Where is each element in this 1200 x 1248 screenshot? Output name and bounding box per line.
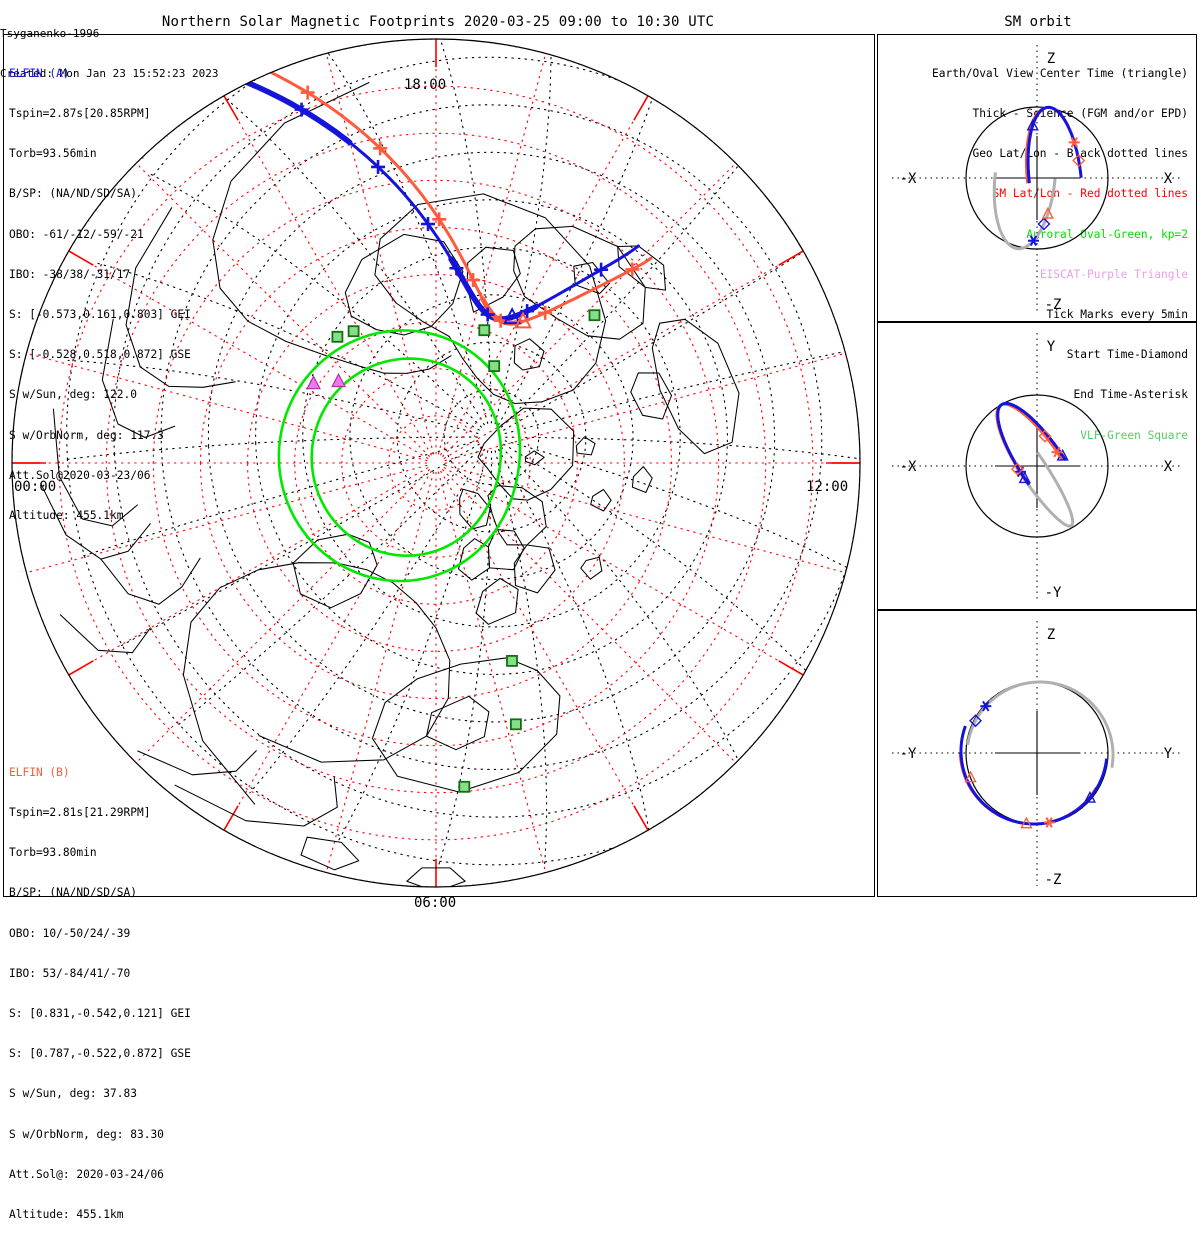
elfin-b-line: Torb=93.80min [9,846,97,860]
axis-label-left: -X [900,171,917,187]
axis-label-left: -X [900,459,917,475]
legend-item: Tick Marks every 5min [1046,308,1188,322]
page-title: Northern Solar Magnetic Footprints 2020-… [161,14,715,30]
model-name: Tsyganenko-1996 [0,26,100,40]
elfin-b-line: Att.Sol@: 2020-03-24/06 [9,1167,164,1181]
elfin-a-line: Altitude: 455.1km [9,509,124,523]
elfin-a-line: S w/OrbNorm, deg: 117.3 [9,428,164,442]
legend-item: Earth/Oval View Center Time (triangle) [932,66,1188,80]
elfin-b-line: IBO: 53/-84/41/-70 [9,966,131,980]
mlt-label-00: 00:00 [14,479,57,495]
sm-orbit-panel-xy: -X X Y -Y [877,322,1197,610]
elfin-a-line: B/SP: (NA/ND/SD/SA) [9,187,137,201]
legend-item: EISCAT-Purple Triangle [1039,267,1188,281]
elfin-a-line: OBO: -61/-12/-59/-21 [9,227,144,241]
elfin-a-title: ELFIN (A) [9,66,70,80]
mlt-label-12: 12:00 [806,479,849,495]
elfin-b-line: S: [0.831,-0.542,0.121] GEI [9,1007,191,1021]
mlt-label-18: 18:00 [404,77,447,93]
axis-label-bottom: -Z [1045,872,1062,888]
ground-site-layer [306,309,601,793]
elfin-b-line: S: [0.787,-0.522,0.872] GSE [9,1047,191,1061]
legend-item: SM Lat/Lon - Red dotted lines [992,187,1188,201]
polar-map-canvas [11,38,861,888]
credits-block: Tsyganenko-1996 Created: Mon Jan 23 15:5… [0,0,1200,107]
figure-root: Northern Solar Magnetic Footprints 2020-… [0,0,1200,1222]
elfin-a-line: S: [-0.528,0.518,0.872] GSE [9,348,191,362]
footprint-track-layer [125,66,653,329]
elfin-b-title: ELFIN (B) [9,765,70,779]
created-timestamp: Created: Mon Jan 23 15:52:23 2023 [0,67,219,81]
axis-label-top: Z [1047,51,1055,67]
elfin-a-line: Torb=93.56min [9,147,97,161]
sm-yz-canvas: -Y Y Z -Z [892,621,1182,888]
elfin-a-line: Tspin=2.87s[20.85RPM] [9,107,151,121]
axis-label-bottom: -Y [1045,585,1062,601]
elfin-b-line: OBO: 10/-50/24/-39 [9,926,131,940]
map-legend: Earth/Oval View Center Time (triangle) T… [932,40,1188,469]
sm-xz-canvas: -X X Z -Z [892,45,1182,313]
elfin-a-line: Att.Sol@2020-03-23/06 [9,468,151,482]
axis-label-right: X [1164,171,1173,187]
legend-item: Start Time-Diamond [1066,348,1188,362]
axis-label-right: X [1164,459,1173,475]
elfin-a-line: IBO: -38/38/-31/17 [9,267,131,281]
sm-orbit-panel-yz: -Y Y Z -Z [877,610,1197,897]
sm-orbit-panel-xz: -X X Z -Z [877,34,1197,322]
legend-item: VLF-Green Square [1080,428,1188,442]
legend-item: Auroral Oval-Green, kp=2 [1026,227,1188,241]
sm-xy-canvas: -X X Y -Y [892,333,1182,601]
axis-label-top: Y [1047,339,1056,355]
legend-item: End Time-Asterisk [1073,388,1188,402]
elfin-b-line: S w/OrbNorm, deg: 83.30 [9,1127,164,1141]
legend-item: Thick - Science (FGM and/or EPD) [972,107,1188,121]
sm-orbit-title: SM orbit [1004,14,1072,30]
axis-label-top: Z [1047,627,1055,643]
axis-label-right: Y [1164,746,1173,762]
elfin-b-line: Tspin=2.81s[21.29RPM] [9,806,151,820]
mlt-label-06: 06:00 [414,895,457,911]
elfin-a-line: S w/Sun, deg: 122.0 [9,388,137,402]
auroral-oval-layer [277,329,522,583]
elfin-b-line: S w/Sun, deg: 37.83 [9,1087,137,1101]
map-outer-boundary [11,38,861,888]
elfin-b-info: ELFIN (B) Tspin=2.81s[21.29RPM] Torb=93.… [9,739,191,1248]
elfin-b-line: B/SP: (NA/ND/SD/SA) [9,886,137,900]
elfin-a-line: S: [-0.573,0.161,0.803] GEI [9,308,191,322]
elfin-a-info: ELFIN (A) Tspin=2.87s[20.85RPM] Torb=93.… [9,40,191,549]
axis-label-bottom: -Z [1045,297,1062,313]
elfin-b-line: Altitude: 455.1km [9,1208,124,1222]
axis-label-left: -Y [900,746,917,762]
main-map-panel: 18:00 00:00 12:00 06:00 [3,34,875,911]
sm-rim-ticks [12,39,860,887]
coastline-layer [40,82,740,887]
